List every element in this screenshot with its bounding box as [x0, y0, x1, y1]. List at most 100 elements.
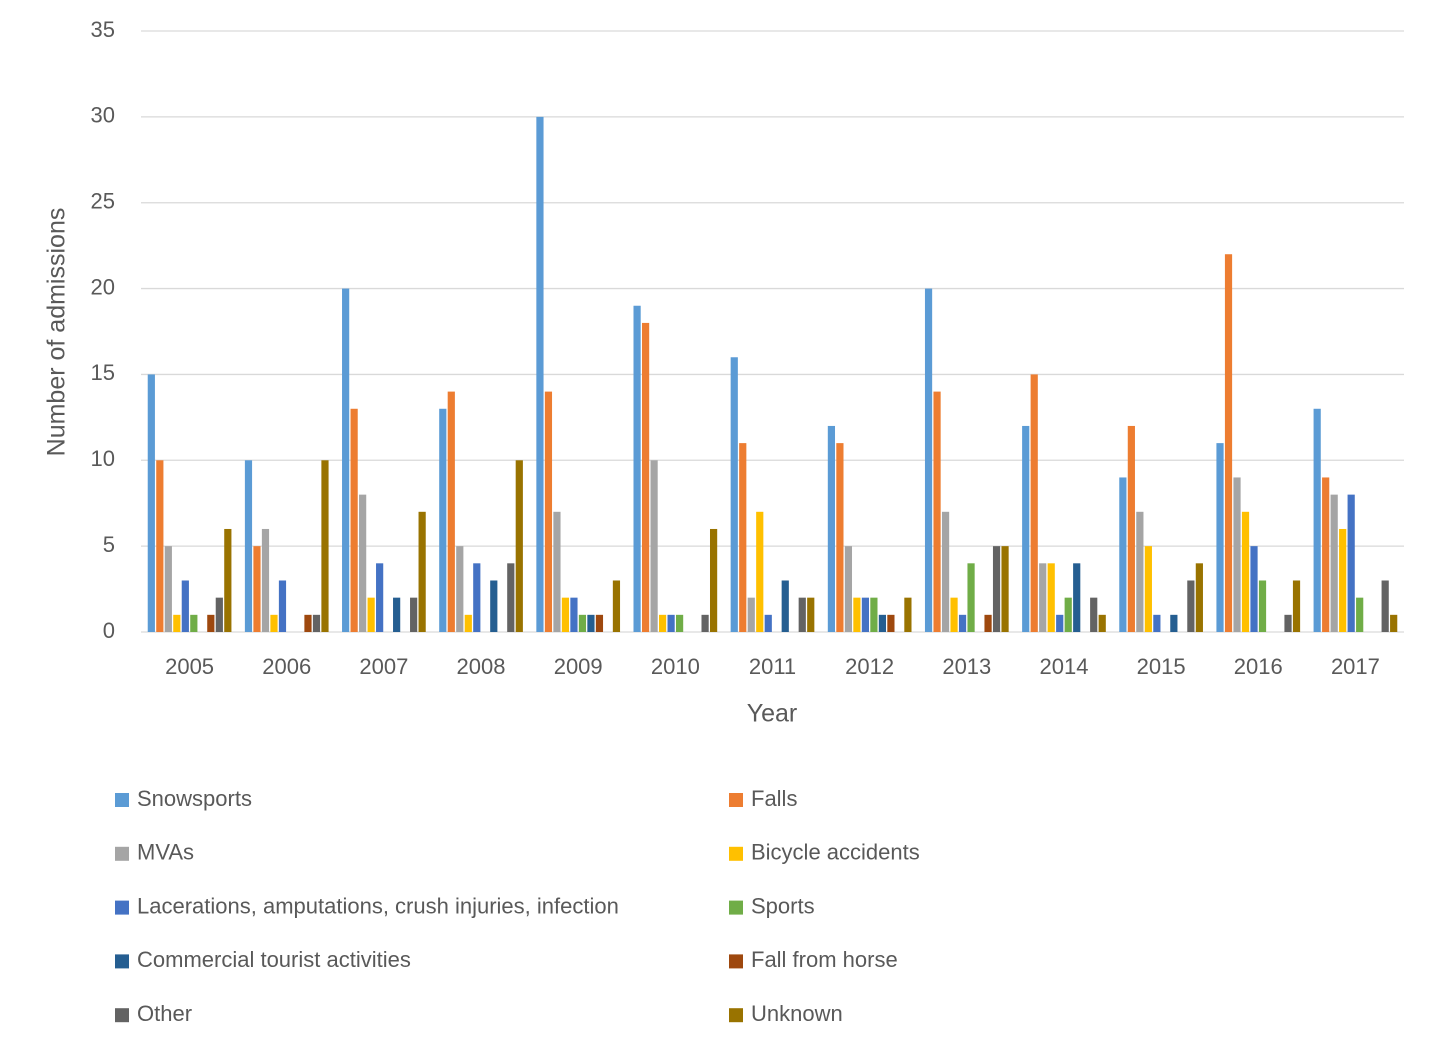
bar: [244, 460, 253, 632]
bar: [1144, 546, 1152, 632]
bar: [304, 614, 312, 632]
bar: [418, 511, 426, 632]
x-tick-label: 2008: [457, 654, 506, 679]
bar: [393, 597, 401, 632]
bar: [181, 580, 189, 632]
y-tick-label: 10: [91, 446, 115, 471]
bar: [410, 597, 418, 632]
bar: [1039, 563, 1047, 632]
y-tick-label: 25: [91, 189, 115, 214]
bar: [215, 597, 223, 632]
y-tick-label: 0: [103, 618, 115, 643]
bar: [709, 528, 718, 632]
bar: [1313, 408, 1321, 632]
bar: [376, 563, 384, 632]
bar: [1250, 546, 1258, 632]
y-tick-label: 20: [91, 274, 115, 299]
bar: [507, 563, 515, 632]
bar: [312, 614, 321, 632]
legend-label: Sports: [751, 893, 815, 918]
bar: [147, 374, 155, 632]
bar: [967, 563, 975, 632]
legend-label: Other: [137, 1001, 192, 1026]
bar: [1339, 528, 1347, 632]
bar: [164, 546, 172, 632]
bar: [439, 408, 447, 632]
bar: [747, 597, 755, 632]
legend-swatch: [115, 900, 129, 915]
bar: [844, 546, 853, 632]
bar: [1064, 597, 1072, 632]
bar: [798, 597, 806, 632]
x-tick-label: 2012: [845, 654, 894, 679]
bar: [878, 614, 887, 632]
y-tick-label: 15: [91, 360, 115, 385]
x-tick-label: 2013: [942, 654, 991, 679]
bar: [278, 580, 287, 632]
bar: [456, 546, 464, 632]
bar: [253, 546, 261, 632]
bar: [641, 322, 650, 632]
x-tick-label: 2011: [749, 654, 796, 679]
bar: [807, 597, 815, 632]
bar: [321, 460, 329, 632]
bar: [515, 460, 523, 632]
legend-swatch: [115, 1008, 129, 1023]
bar: [536, 116, 544, 633]
legend-label: Fall from horse: [751, 947, 898, 972]
legend-swatch: [729, 900, 743, 915]
bar: [447, 391, 455, 632]
bar: [190, 614, 198, 632]
legend-swatch: [115, 793, 129, 807]
legend-swatch: [729, 846, 743, 861]
bar: [561, 597, 570, 632]
bar: [261, 528, 270, 632]
bar: [667, 614, 675, 632]
legend-swatch: [115, 846, 129, 861]
bar: [1047, 563, 1055, 632]
bar: [587, 614, 595, 632]
bar: [1381, 580, 1389, 632]
bar: [1136, 511, 1144, 632]
bar: [950, 597, 958, 632]
x-tick-label: 2014: [1039, 654, 1088, 679]
bar: [1098, 614, 1106, 632]
legend-label: MVAs: [137, 840, 194, 865]
y-tick-label: 30: [91, 103, 115, 128]
bar: [739, 443, 747, 632]
bar: [1241, 511, 1250, 632]
bar: [1292, 580, 1301, 632]
x-tick-label: 2005: [165, 654, 214, 679]
bar: [958, 614, 967, 632]
bar: [1258, 580, 1267, 632]
bar: [827, 425, 836, 632]
legend-label: Lacerations, amputations, crush injuries…: [137, 893, 619, 918]
bar: [887, 614, 895, 632]
bar: [984, 614, 992, 632]
bar: [207, 614, 215, 632]
bar: [612, 580, 621, 632]
y-tick-label: 5: [103, 532, 115, 557]
y-axis-title: Number of admissions: [43, 208, 71, 457]
bar: [861, 597, 870, 632]
bar: [1022, 425, 1030, 632]
bar: [473, 563, 481, 632]
bar: [658, 614, 667, 632]
bar: [544, 391, 553, 632]
bar: [578, 614, 587, 632]
bar: [1170, 614, 1178, 632]
bar: [853, 597, 861, 632]
bar: [1127, 425, 1135, 632]
bar: [1073, 563, 1081, 632]
bar: [464, 614, 472, 632]
x-tick-label: 2017: [1331, 654, 1380, 679]
bar: [650, 460, 658, 632]
x-tick-label: 2016: [1234, 654, 1283, 679]
bar: [675, 614, 684, 632]
bar: [924, 288, 933, 632]
bar: [367, 597, 375, 632]
bar: [941, 511, 950, 632]
bar: [756, 511, 764, 632]
bar: [992, 546, 1001, 632]
bar: [1330, 494, 1338, 632]
